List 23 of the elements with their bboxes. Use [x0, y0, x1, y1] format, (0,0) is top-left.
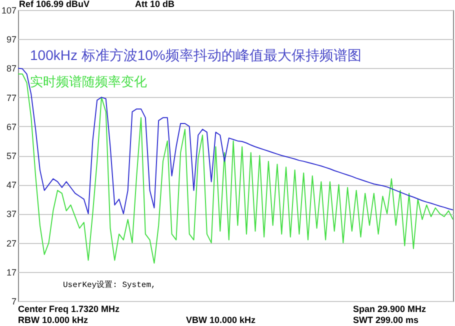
- y-tick-label: 97: [6, 34, 16, 45]
- text: Ref 106.99 dBuV: [19, 0, 90, 9]
- text: Span 29.900 MHz: [353, 304, 427, 314]
- y-tick-label: 107: [1, 6, 16, 16]
- text: SWT 299.00 ms: [353, 315, 419, 325]
- y-tick-label: 77: [6, 92, 16, 103]
- y-tick-label: 27: [6, 238, 16, 248]
- text: 100kHz 标准方波10%频率抖动的峰值最大保持频谱图: [30, 47, 362, 63]
- y-tick-label: 47: [6, 180, 16, 190]
- y-tick-label: 87: [6, 64, 16, 74]
- text: Center Freq 1.7320 MHz: [18, 304, 120, 314]
- text: VBW 10.000 kHz: [186, 315, 256, 325]
- line-series: [18, 74, 453, 264]
- y-tick-label: 17: [6, 267, 16, 278]
- y-tick-label: 37: [6, 209, 16, 220]
- text: Att 10 dB: [135, 0, 176, 9]
- annotation: UserKey设置: System,: [63, 280, 156, 290]
- text: 实时频谱随频率变化: [30, 74, 147, 89]
- line-series: [18, 68, 453, 214]
- y-tick-label: 57: [6, 151, 16, 161]
- y-tick-label: 7: [11, 296, 16, 306]
- text: RBW 10.000 kHz: [18, 315, 89, 325]
- y-tick-label: 67: [6, 122, 16, 132]
